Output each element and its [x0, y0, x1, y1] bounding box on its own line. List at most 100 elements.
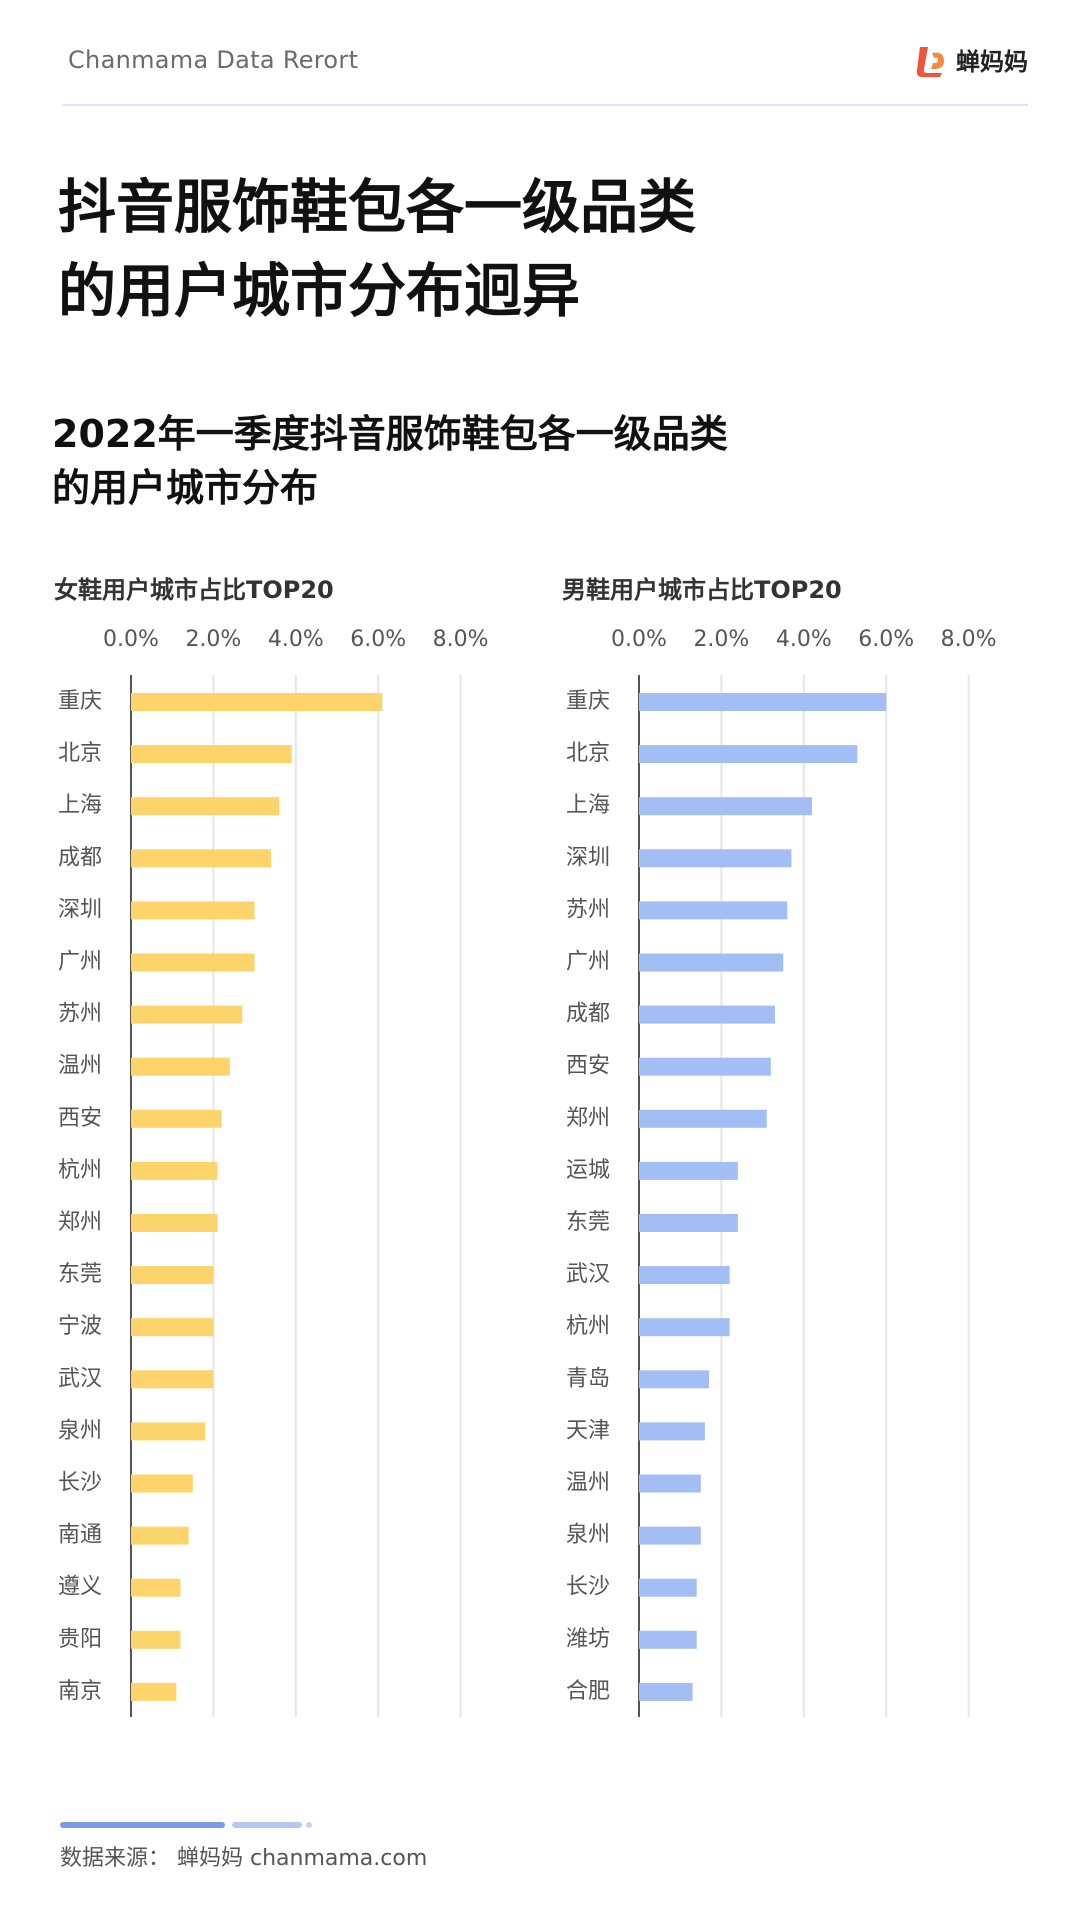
- men-category-label: 重庆: [566, 689, 610, 714]
- women-category-label: 武汉: [58, 1366, 102, 1391]
- page-title-line-1: 抖音服饰鞋包各一级品类: [58, 173, 697, 241]
- women-bar: [131, 1422, 206, 1441]
- men-bar: [639, 1474, 701, 1493]
- men-category-label: 上海: [566, 793, 610, 818]
- women-bar: [131, 1682, 177, 1701]
- men-category-label: 天津: [566, 1418, 610, 1443]
- men-bar: [639, 1318, 730, 1337]
- men-category-label: 温州: [566, 1471, 610, 1496]
- women-x-tick-label: 0.0%: [103, 627, 159, 652]
- men-category-label: 深圳: [566, 845, 610, 870]
- women-category-label: 泉州: [58, 1418, 102, 1443]
- women-x-tick-label: 2.0%: [185, 627, 241, 652]
- men-bar: [639, 901, 788, 920]
- men-bar: [639, 1370, 710, 1389]
- men-bar: [639, 1057, 771, 1076]
- footer-accent-dot: [306, 1822, 312, 1828]
- men-bar: [639, 1422, 705, 1441]
- women-bar: [131, 1109, 222, 1128]
- logo-text: 蝉妈妈: [956, 48, 1028, 76]
- women-category-label: 苏州: [58, 1002, 102, 1027]
- footer-accent-bar-secondary: [232, 1822, 302, 1828]
- women-category-label: 长沙: [58, 1471, 102, 1496]
- men-bar: [639, 849, 792, 868]
- women-category-label: 温州: [58, 1054, 102, 1079]
- header-divider: [62, 104, 1028, 106]
- women-shoes-chart: 0.0% 2.0% 4.0% 6.0% 8.0% 重庆北京上海成都深圳广州苏州温州西安杭州…: [58, 627, 489, 1717]
- women-category-label: 贵阳: [58, 1627, 102, 1652]
- women-bar: [131, 1266, 214, 1285]
- men-category-label: 长沙: [566, 1575, 610, 1600]
- men-bar: [639, 1682, 693, 1701]
- men-category-label: 东莞: [566, 1210, 610, 1235]
- page-title: 抖音服饰鞋包各一级品类 的用户城市分布迥异: [58, 165, 958, 333]
- men-shoes-chart: 0.0% 2.0% 4.0% 6.0% 8.0% 重庆北京上海深圳苏州广州成都西安郑州运城…: [566, 627, 997, 1717]
- women-x-tick-label: 8.0%: [433, 627, 489, 652]
- women-bar: [131, 1370, 214, 1389]
- women-bar: [131, 1214, 218, 1232]
- men-x-tick-label: 8.0%: [941, 627, 997, 652]
- men-category-label: 合肥: [566, 1679, 610, 1704]
- men-bar: [639, 1526, 701, 1545]
- women-category-label: 北京: [58, 741, 102, 766]
- women-category-label: 上海: [58, 793, 102, 818]
- men-category-label: 苏州: [566, 897, 610, 922]
- women-category-label: 重庆: [58, 689, 102, 714]
- women-category-label: 南通: [58, 1523, 102, 1548]
- women-bar: [131, 693, 383, 711]
- report-brand: Chanmama Data Rerort: [68, 46, 359, 74]
- section-title-line-2: 的用户城市分布: [52, 466, 319, 510]
- chart-title-women: 女鞋用户城市占比TOP20: [54, 576, 334, 604]
- women-category-label: 深圳: [58, 897, 102, 922]
- women-bar: [131, 1474, 193, 1493]
- men-bar: [639, 693, 887, 711]
- women-category-label: 西安: [58, 1106, 102, 1131]
- women-bar: [131, 901, 255, 920]
- page-title-line-2: 的用户城市分布迥异: [58, 257, 581, 325]
- section-title-line-1: 2022年一季度抖音服饰鞋包各一级品类: [52, 412, 728, 456]
- men-bar: [639, 1161, 738, 1180]
- chart-title-men: 男鞋用户城市占比TOP20: [562, 576, 842, 604]
- men-category-label: 潍坊: [566, 1627, 610, 1652]
- chanmama-logo: 蝉妈妈: [914, 42, 1028, 77]
- chanmama-logo-icon: [916, 46, 944, 77]
- men-bar: [639, 1109, 767, 1128]
- women-category-label: 东莞: [58, 1262, 102, 1287]
- men-bar: [639, 1578, 697, 1597]
- men-category-label: 成都: [566, 1002, 610, 1027]
- women-x-tick-label: 6.0%: [350, 627, 406, 652]
- men-x-tick-label: 2.0%: [693, 627, 749, 652]
- women-bar: [131, 745, 292, 764]
- men-bar: [639, 745, 858, 764]
- men-x-tick-label: 0.0%: [611, 627, 667, 652]
- women-bar: [131, 1526, 189, 1545]
- men-bar: [639, 1630, 697, 1649]
- section-title: 2022年一季度抖音服饰鞋包各一级品类 的用户城市分布: [52, 407, 952, 515]
- women-bar: [131, 849, 272, 868]
- women-x-tick-label: 4.0%: [268, 627, 324, 652]
- women-bar: [131, 1630, 181, 1649]
- men-bar: [639, 953, 784, 972]
- men-bar: [639, 1266, 730, 1285]
- men-bar: [639, 1214, 738, 1232]
- men-x-tick-label: 6.0%: [858, 627, 914, 652]
- women-bar: [131, 953, 255, 972]
- men-category-label: 北京: [566, 741, 610, 766]
- men-category-label: 青岛: [566, 1366, 610, 1391]
- women-bar: [131, 797, 280, 816]
- women-bar: [131, 1578, 181, 1597]
- men-category-label: 运城: [566, 1158, 610, 1183]
- women-bar: [131, 1057, 230, 1076]
- men-x-tick-label: 4.0%: [776, 627, 832, 652]
- women-category-label: 宁波: [58, 1314, 102, 1339]
- women-category-label: 成都: [58, 845, 102, 870]
- data-source: 数据来源： 蝉妈妈 chanmama.com: [60, 1846, 428, 1871]
- footer-accent-bar: [60, 1822, 225, 1828]
- men-category-label: 西安: [566, 1054, 610, 1079]
- women-bar: [131, 1318, 214, 1337]
- women-category-label: 遵义: [58, 1575, 102, 1600]
- women-category-label: 南京: [58, 1679, 102, 1704]
- men-category-label: 杭州: [566, 1314, 610, 1339]
- women-category-label: 杭州: [58, 1158, 102, 1183]
- men-bar: [639, 1005, 775, 1024]
